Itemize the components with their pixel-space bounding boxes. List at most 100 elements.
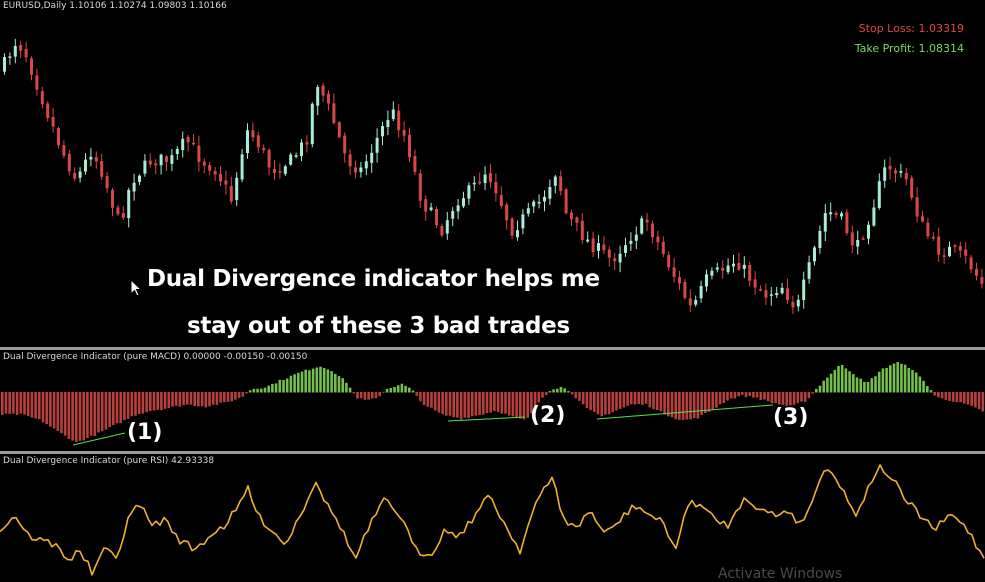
candle: [899, 163, 903, 178]
candle: [958, 241, 962, 258]
macd-indicator-pane[interactable]: Dual Divergence Indicator (pure MACD) 0.…: [0, 351, 985, 451]
candle: [775, 286, 779, 299]
macd-bar: [52, 392, 56, 429]
candle: [807, 255, 811, 284]
macd-bar: [289, 375, 293, 393]
candle: [564, 187, 568, 215]
candle: [483, 166, 487, 191]
macd-bar: [223, 392, 226, 403]
macd-bar: [89, 392, 93, 436]
macd-bar: [123, 392, 126, 420]
macd-bar: [245, 392, 248, 394]
macd-bar: [389, 387, 393, 393]
candle: [780, 282, 784, 295]
macd-bar: [829, 373, 833, 393]
macd-bar: [807, 392, 811, 399]
candle: [35, 68, 39, 96]
macd-bar: [112, 392, 115, 426]
candle: [948, 241, 951, 258]
macd-bar: [877, 371, 881, 393]
macd-bar: [45, 392, 48, 425]
candle: [159, 153, 163, 175]
mouse-cursor-icon: [130, 279, 143, 297]
candle: [316, 84, 320, 115]
macd-bar: [678, 392, 681, 420]
annotation-line-2: stay out of these 3 bad trades: [187, 313, 570, 339]
macd-bar: [452, 392, 455, 418]
macd-bar: [4, 392, 8, 414]
macd-bar: [633, 392, 637, 405]
macd-bar: [278, 379, 282, 393]
macd-bar: [944, 392, 948, 400]
macd-bar: [382, 391, 385, 393]
macd-bar: [182, 392, 185, 406]
candle: [105, 172, 109, 193]
macd-bar: [630, 392, 633, 405]
candle: [667, 251, 671, 271]
macd-bar: [359, 392, 363, 399]
macd-bar: [470, 392, 474, 417]
candle: [300, 139, 303, 162]
macd-bar: [500, 392, 504, 414]
macd-bar: [334, 373, 337, 393]
candle: [408, 127, 411, 163]
macd-bar: [918, 376, 922, 393]
macd-bar: [504, 392, 507, 414]
price-chart-pane[interactable]: EURUSD,Daily 1.10106 1.10274 1.09803 1.1…: [0, 0, 985, 347]
macd-bar: [670, 392, 674, 418]
candle: [726, 258, 730, 275]
macd-bar: [297, 372, 300, 393]
candle: [624, 237, 627, 257]
divergence-label-3: (3): [773, 405, 809, 430]
rsi-line: [0, 464, 985, 576]
candle: [904, 167, 908, 186]
macd-bar: [870, 378, 874, 393]
macd-bar: [744, 392, 748, 398]
candle: [942, 248, 946, 265]
macd-bar: [955, 392, 959, 403]
macd-bar: [319, 366, 322, 393]
macd-bar: [237, 392, 241, 398]
pane-separator[interactable]: [0, 451, 985, 454]
macd-bar: [959, 392, 962, 403]
macd-bar: [141, 392, 145, 414]
macd-bar: [363, 392, 367, 400]
candle: [224, 170, 228, 195]
pane-separator[interactable]: [0, 347, 985, 350]
macd-header: Dual Divergence Indicator (pure MACD) 0.…: [3, 352, 308, 362]
macd-bar: [393, 386, 396, 393]
candle: [764, 283, 768, 305]
macd-bar: [441, 392, 444, 415]
macd-bar: [729, 392, 733, 399]
macd-bar: [82, 392, 85, 441]
macd-bar: [419, 392, 422, 402]
macd-bar: [811, 392, 814, 394]
macd-bar: [226, 392, 230, 402]
macd-bar: [385, 388, 389, 393]
macd-bar: [378, 392, 381, 397]
macd-bar: [837, 365, 840, 393]
macd-bar: [663, 392, 666, 415]
candle: [759, 285, 762, 292]
candle: [769, 286, 773, 306]
candle: [537, 194, 541, 209]
rsi-indicator-pane[interactable]: Dual Divergence Indicator (pure RSI) 42.…: [0, 455, 985, 579]
candle: [418, 169, 422, 208]
candle: [402, 121, 406, 142]
macd-bar: [241, 392, 245, 397]
macd-bar: [914, 372, 918, 393]
macd-bar: [581, 392, 585, 405]
macd-bar: [596, 392, 600, 415]
candle: [915, 187, 919, 223]
candle: [62, 140, 66, 159]
macd-bar: [533, 392, 537, 407]
macd-bar: [515, 392, 518, 418]
macd-bar: [718, 392, 722, 405]
candle: [705, 269, 708, 292]
macd-bar: [785, 392, 788, 406]
macd-bar: [911, 370, 914, 393]
macd-bar: [826, 377, 829, 393]
divergence-label-2: (2): [530, 403, 566, 428]
macd-bar: [367, 392, 370, 400]
candle: [532, 199, 536, 214]
